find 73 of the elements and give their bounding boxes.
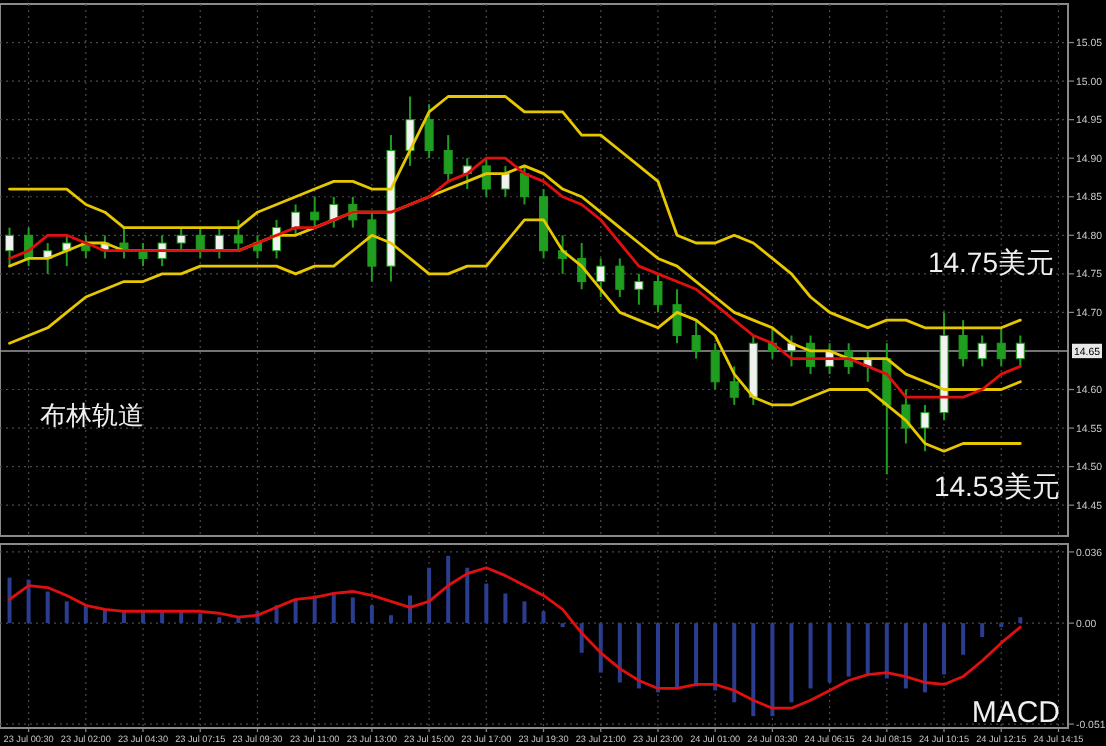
candlestick <box>310 195 320 229</box>
candlestick <box>519 164 529 206</box>
candlestick <box>233 218 243 252</box>
candlestick <box>443 134 453 183</box>
candlestick <box>481 157 491 198</box>
bar <box>846 623 851 677</box>
bar <box>922 623 927 693</box>
bar <box>617 623 622 683</box>
candlestick <box>424 103 434 160</box>
bar <box>675 623 680 689</box>
bar <box>45 591 50 624</box>
bar <box>198 613 203 624</box>
candlestick <box>653 272 663 314</box>
bar <box>369 605 374 624</box>
bar <box>694 623 699 687</box>
bar <box>388 615 393 624</box>
bar <box>961 623 966 655</box>
bar <box>293 599 298 624</box>
bar <box>770 623 775 717</box>
bar <box>732 623 737 703</box>
candlestick <box>977 334 987 368</box>
bar <box>350 597 355 624</box>
bar <box>751 623 756 717</box>
line-series <box>8 218 1022 453</box>
bar <box>503 593 508 624</box>
bar <box>827 623 832 683</box>
bar <box>713 623 718 691</box>
candlestick <box>329 195 339 229</box>
bar <box>865 623 870 675</box>
candlestick <box>634 272 644 306</box>
candlestick <box>691 319 701 360</box>
candlestick <box>710 342 720 391</box>
bar <box>427 567 432 624</box>
candlestick <box>596 257 606 298</box>
bar <box>446 555 451 624</box>
candlestick <box>1015 334 1025 368</box>
candlestick <box>996 326 1006 368</box>
bar <box>331 593 336 624</box>
bar <box>26 579 31 624</box>
annotation: 14.53美元 <box>933 470 1060 502</box>
bar <box>83 605 88 624</box>
candlestick <box>672 288 682 345</box>
candlestick <box>176 226 186 252</box>
annotation: 14.75美元 <box>927 246 1054 278</box>
line-series <box>8 95 1022 330</box>
bar <box>655 623 660 693</box>
bar <box>884 623 889 679</box>
candlestick <box>405 95 415 167</box>
annotation: MACD <box>971 696 1061 730</box>
candlestick <box>5 226 15 268</box>
candlestick <box>920 403 930 453</box>
bar <box>312 595 317 624</box>
bar <box>942 623 947 675</box>
candlestick <box>615 257 625 298</box>
bar <box>465 567 470 624</box>
bar <box>598 623 603 673</box>
bar <box>541 611 546 624</box>
annotation: 布林轨道 <box>40 400 144 430</box>
bar <box>980 623 985 637</box>
bar <box>522 601 527 624</box>
bar <box>64 601 69 624</box>
bar <box>903 623 908 689</box>
candlestick <box>729 365 739 406</box>
candlestick <box>367 211 377 283</box>
candlestick <box>958 319 968 368</box>
candlestick <box>500 164 510 198</box>
candlestick <box>138 242 148 268</box>
bar <box>789 623 794 703</box>
bar <box>636 623 641 689</box>
bar <box>484 583 489 624</box>
bar <box>217 617 222 624</box>
bar <box>808 623 813 689</box>
bar <box>1018 617 1023 624</box>
